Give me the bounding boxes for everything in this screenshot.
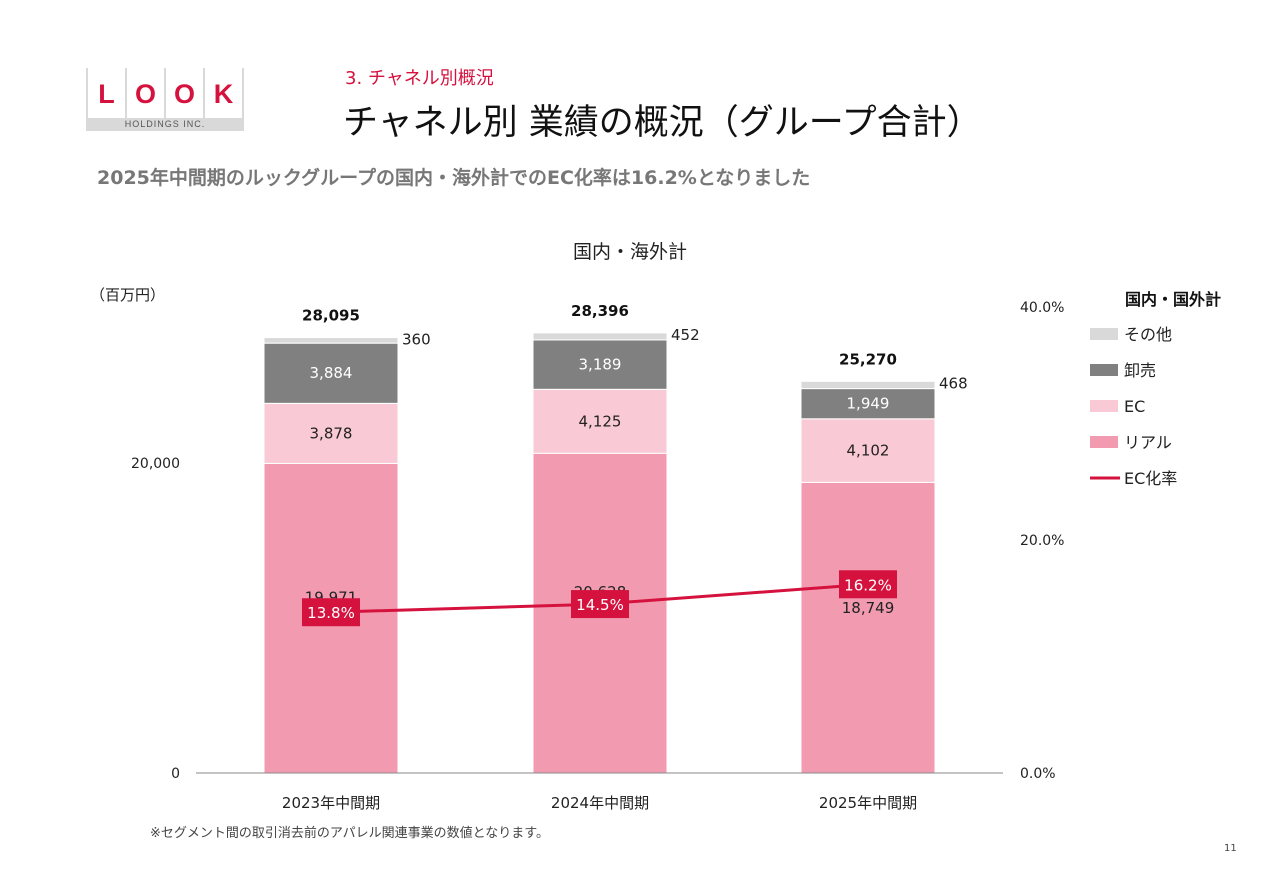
data-label-ec: 4,125 [579,412,622,430]
data-label-total: 28,095 [302,307,360,325]
data-label-total: 25,270 [839,350,897,368]
legend-title: 国内・国外計 [1125,290,1221,309]
bar-segment-other [533,333,667,340]
legend-label: リアル [1124,433,1172,452]
y-tick-label: 20,000 [131,456,180,472]
legend-swatch [1090,328,1118,340]
x-tick-label: 2024年中間期 [551,794,649,812]
data-label-total: 28,396 [571,302,629,320]
legend-label: その他 [1124,325,1172,344]
bar-segment-real [801,482,935,773]
x-tick-label: 2023年中間期 [282,794,380,812]
bar-segment-other [264,338,398,344]
y-axis-unit: （百万円） [90,286,165,304]
x-tick-label: 2025年中間期 [819,794,917,812]
y2-tick-label: 0.0% [1020,766,1056,782]
data-label-other: 468 [939,374,968,392]
data-label-wholesale: 3,189 [579,356,622,374]
bar-segment-other [801,381,935,388]
y-tick-label: 0 [171,766,180,782]
data-label-real: 18,749 [842,599,895,617]
ec-rate-label: 13.8% [307,604,355,622]
data-label-wholesale: 3,884 [310,364,353,382]
data-label-ec: 3,878 [310,424,353,442]
y2-tick-label: 20.0% [1020,533,1064,549]
data-label-ec: 4,102 [847,442,890,460]
data-label-other: 452 [671,326,700,344]
page-number: 11 [1224,843,1237,854]
data-label-other: 360 [402,331,431,349]
y2-tick-label: 40.0% [1020,300,1064,316]
channel-chart: 国内・海外計（百万円）020,0000.0%20.0%40.0%19,9713,… [0,0,1280,886]
legend-label: EC化率 [1124,469,1177,488]
legend-swatch [1090,364,1118,376]
ec-rate-label: 16.2% [844,576,892,594]
legend-label: 卸売 [1124,361,1156,380]
footnote: ※セグメント間の取引消去前のアパレル関連事業の数値となります。 [150,822,549,841]
legend-swatch [1090,400,1118,412]
legend-swatch [1090,436,1118,448]
chart-title: 国内・海外計 [573,241,687,263]
data-label-wholesale: 1,949 [847,395,890,413]
ec-rate-label: 14.5% [576,596,624,614]
legend-label: EC [1124,397,1145,416]
